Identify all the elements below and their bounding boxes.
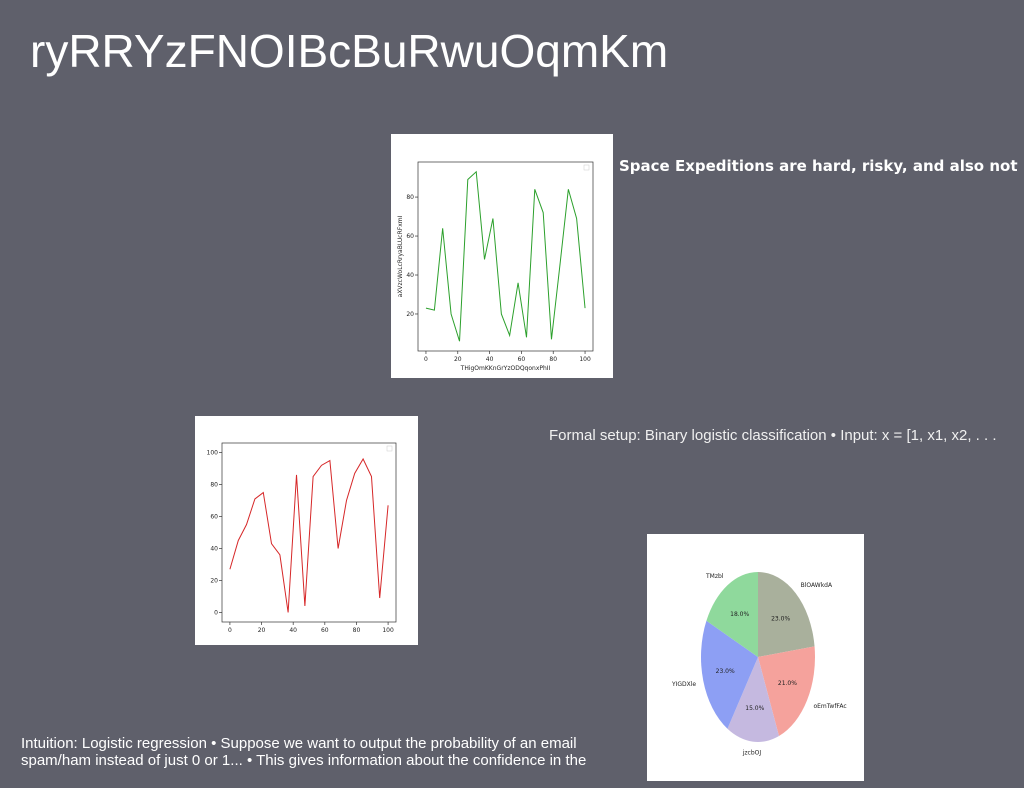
x-tick-label: 60 (321, 627, 329, 634)
slice-value-label: 23.0% (716, 668, 735, 675)
slice-value-label: 15.0% (745, 705, 764, 712)
slice-label: oEmTwfFAc (813, 703, 846, 710)
y-tick-label: 80 (406, 194, 414, 201)
x-tick-label: 40 (289, 627, 297, 634)
x-tick-label: 0 (228, 627, 232, 634)
y-tick-label: 40 (210, 545, 218, 552)
x-tick-label: 80 (353, 627, 361, 634)
chart: 0 20 40 60 80 100 0 20 40 60 80 100 (207, 442, 397, 634)
text-block: Formal setup: Binary logistic classifica… (549, 427, 997, 444)
chart-image: 0 20 40 60 80 100 0 20 40 60 80 100 (195, 416, 418, 645)
y-tick-label: 100 (207, 450, 219, 457)
chart: BlOAWkdA 23.0% oEmTwfFAc 21.0% jzcbOJ 15.0% YI… (671, 572, 847, 757)
y-tick-label: 60 (210, 514, 218, 521)
y-tick-label: 40 (406, 272, 414, 279)
x-axis-label: THigOmKKnGrYzODQqonxPhII (460, 365, 551, 372)
pie-slice (758, 572, 815, 657)
plot-frame (221, 442, 397, 623)
x-tick-label: 60 (518, 356, 526, 363)
x-tick-label: 0 (424, 356, 428, 363)
text-block: Intuition: Logistic regression • Suppose… (21, 735, 586, 769)
chart-image: BlOAWkdA 23.0% oEmTwfFAc 21.0% jzcbOJ 15.0% YI… (647, 534, 864, 781)
line-series (425, 170, 586, 342)
pie-slice (758, 646, 815, 737)
slice-label: BlOAWkdA (801, 582, 833, 589)
slice-label: YIGDXle (671, 681, 696, 688)
y-tick-label: 20 (406, 311, 414, 318)
pie-slice (701, 620, 758, 729)
y-tick-label: 20 (210, 577, 218, 584)
x-tick-label: 80 (549, 356, 557, 363)
slice-label: jzcbOJ (742, 750, 762, 757)
legend-box (583, 164, 590, 171)
slice-value-label: 23.0% (771, 616, 790, 623)
text-line: Intuition: Logistic regression • Suppose… (21, 735, 577, 752)
pie-slice (706, 572, 758, 657)
line-series (229, 457, 389, 613)
x-tick-label: 20 (258, 627, 266, 634)
legend-box (386, 445, 393, 452)
chart: 0 20 40 60 80 100 20 40 60 80 THigOmKKnGrYzODQqonx… (397, 161, 594, 372)
pie-slice (727, 657, 779, 742)
text-block: Space Expeditions are hard, risky, and a… (619, 157, 1018, 175)
x-tick-label: 20 (454, 356, 462, 363)
y-tick-label: 60 (406, 233, 414, 240)
x-tick-label: 100 (382, 627, 394, 634)
y-tick-label: 80 (210, 482, 218, 489)
x-tick-label: 40 (486, 356, 494, 363)
y-tick-label: 0 (214, 609, 218, 616)
chart-image: 0 20 40 60 80 100 20 40 60 80 THigOmKKnGrYzODQqonx… (391, 134, 613, 378)
plot-frame (417, 161, 594, 352)
slide-title: ryRRYzFNOIBcBuRwuOqmKm (30, 25, 669, 77)
y-axis-label: aXVzcWoLcRryaBLUcRFxmI (397, 215, 404, 297)
slice-value-label: 18.0% (730, 611, 749, 618)
slice-label: TMzbl (705, 573, 724, 580)
x-tick-label: 100 (579, 356, 591, 363)
text-line: spam/ham instead of just 0 or 1... • Thi… (21, 752, 587, 769)
slice-value-label: 21.0% (778, 680, 797, 687)
